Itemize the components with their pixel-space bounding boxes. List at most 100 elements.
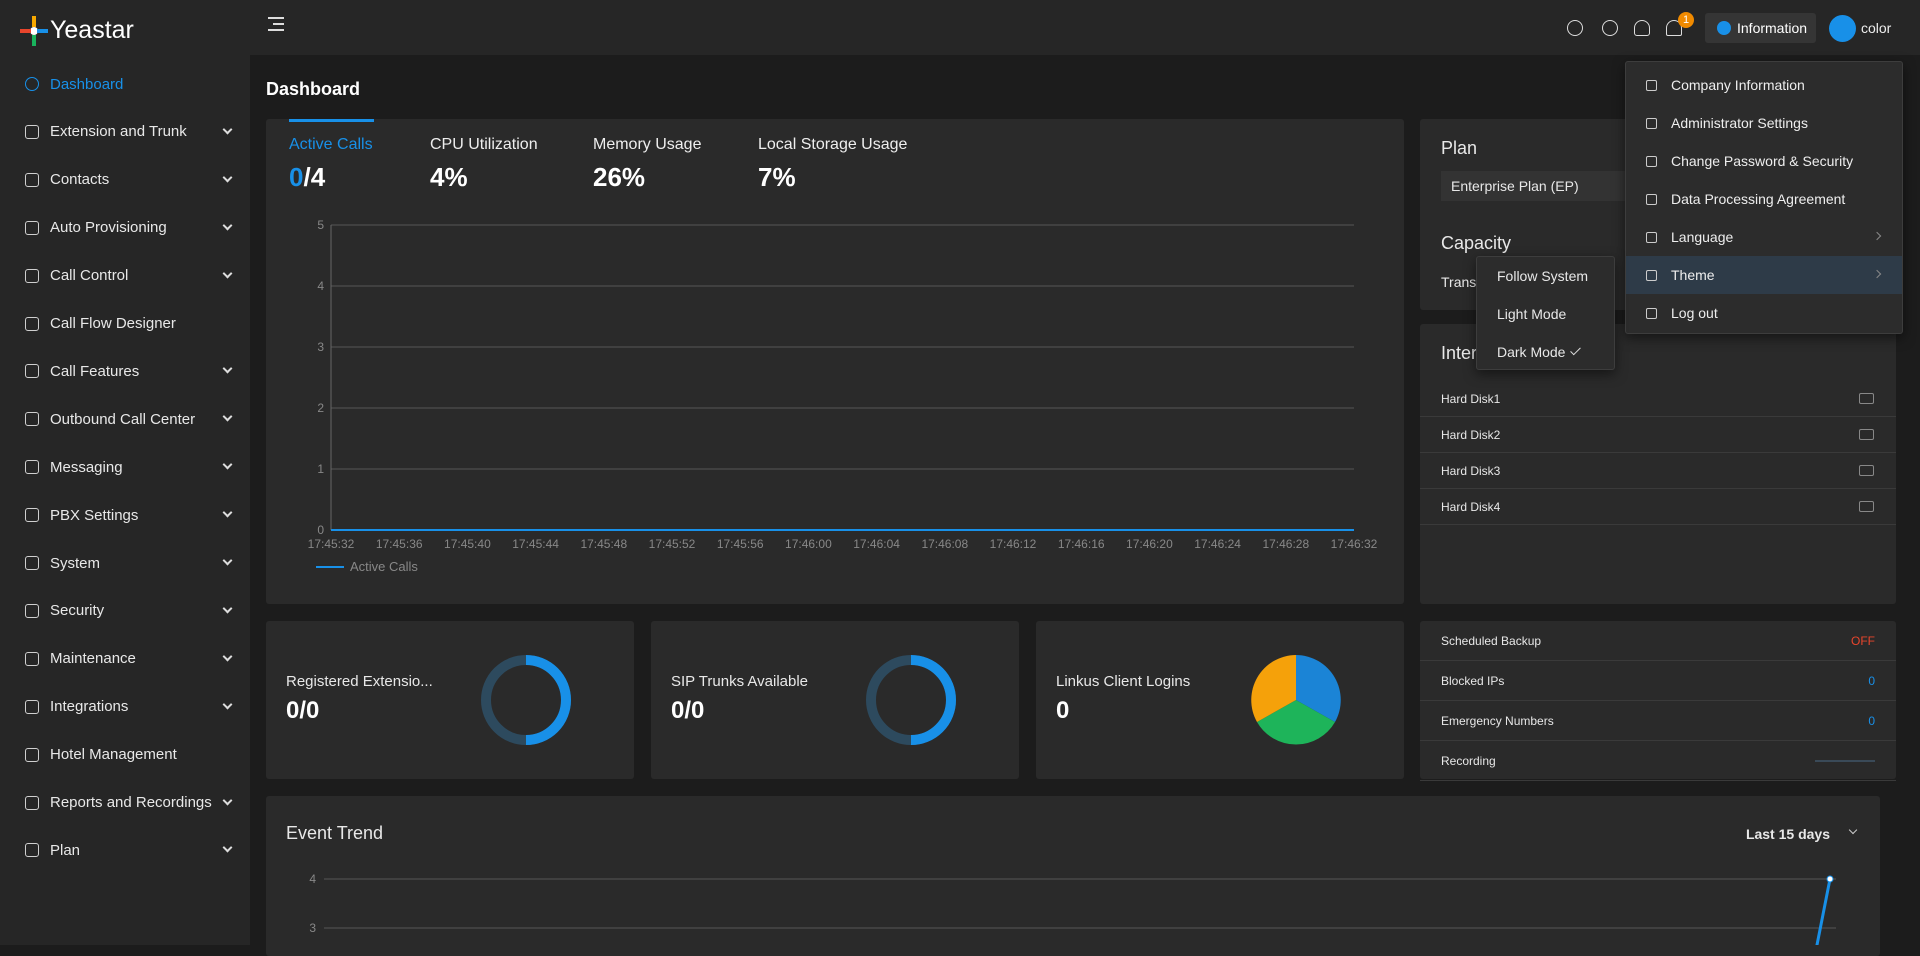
menu-item[interactable]: Administrator Settings: [1626, 104, 1902, 142]
nav-icon: [25, 651, 39, 666]
nav-icon: [25, 316, 39, 331]
disk-row: Hard Disk3: [1420, 453, 1896, 489]
stat-current: 0: [289, 162, 304, 192]
theme-option[interactable]: Light Mode: [1477, 295, 1614, 333]
storage-title: Inter: [1441, 343, 1478, 363]
menu-item[interactable]: Log out: [1626, 294, 1902, 332]
summary-graphic: [1251, 655, 1341, 745]
summary-card: SIP Trunks Available 0/0: [651, 621, 1019, 779]
status-value: 0: [1868, 673, 1875, 688]
range-caret[interactable]: [1848, 825, 1858, 835]
x-tick-label: 17:45:52: [649, 537, 696, 551]
nav-item[interactable]: Plan: [25, 835, 235, 865]
menu-icon: [1646, 117, 1657, 129]
menu-label: Company Information: [1671, 77, 1805, 93]
summary-value: 0/0: [286, 697, 320, 724]
stat-label: Memory Usage: [593, 136, 702, 153]
stat[interactable]: Local Storage Usage 7%: [758, 136, 907, 193]
nav-caret: [222, 555, 233, 566]
nav-label: Security: [50, 602, 105, 620]
nav-icon: [25, 124, 39, 139]
nav-icon: [25, 268, 39, 283]
nav-item[interactable]: Reports and Recordings: [25, 788, 235, 818]
nav-label: Auto Provisioning: [50, 219, 167, 237]
x-tick-label: 17:45:56: [717, 537, 764, 551]
nav-icon: [25, 364, 39, 379]
menu-item[interactable]: Theme: [1626, 256, 1902, 294]
range-select[interactable]: Last 15 days: [1745, 826, 1830, 842]
stat[interactable]: Memory Usage 26%: [593, 136, 701, 193]
x-tick-label: 17:45:44: [512, 537, 559, 551]
stat[interactable]: CPU Utilization 4%: [430, 136, 538, 193]
nav-item[interactable]: Hotel Management: [25, 740, 235, 770]
pie-slice: [1296, 655, 1341, 722]
x-tick-label: 17:46:12: [990, 537, 1037, 551]
help-icon[interactable]: [1602, 20, 1618, 36]
nav-item[interactable]: Call Features: [25, 356, 235, 386]
nav-label: Contacts: [50, 171, 110, 189]
nav-label: Hotel Management: [50, 746, 177, 764]
menu-item[interactable]: Language: [1626, 218, 1902, 256]
nav-caret: [222, 699, 233, 710]
nav-caret: [222, 220, 233, 231]
theme-option[interactable]: Dark Mode: [1477, 333, 1614, 371]
nav-item[interactable]: Contacts: [25, 165, 235, 195]
menu-item[interactable]: Data Processing Agreement: [1626, 180, 1902, 218]
summary-card: Registered Extensio... 0/0: [266, 621, 634, 779]
nav-icon: [25, 172, 39, 187]
menu-icon: [1646, 193, 1657, 205]
theme-option[interactable]: Follow System: [1477, 257, 1614, 295]
summary-graphic: [481, 655, 571, 745]
nav-item[interactable]: Auto Provisioning: [25, 213, 235, 243]
user-name[interactable]: color: [1861, 20, 1892, 36]
x-tick-label: 17:46:20: [1126, 537, 1173, 551]
sidebar: Yeastar Dashboard Extension and Trunk Cont…: [0, 0, 250, 945]
menu-item[interactable]: Change Password & Security: [1626, 142, 1902, 180]
menu-label: Change Password & Security: [1671, 153, 1854, 169]
nav-caret: [222, 268, 233, 279]
nav-item[interactable]: Outbound Call Center: [25, 404, 235, 434]
menu-toggle[interactable]: [268, 17, 284, 31]
stat[interactable]: Active Calls 0/4: [289, 136, 373, 193]
active-calls-chart: 0 1 2 3 4 5 17:45:32 17:45:36 17:45:40 17:45:44 17…: [308, 218, 1378, 574]
nav-icon: [25, 843, 39, 858]
x-tick-label: 17:46:32: [1331, 537, 1378, 551]
menu-icon: [1646, 79, 1657, 91]
nav-item[interactable]: Call Flow Designer: [25, 309, 235, 339]
nav-item[interactable]: Security: [25, 596, 235, 626]
disk-icon: [1859, 429, 1874, 440]
nav-label: System: [50, 554, 101, 572]
nav-item[interactable]: System: [25, 548, 235, 578]
status-card: Scheduled Backup OFF Blocked IPs 0 Emergency…: [1420, 621, 1896, 781]
bell-icon[interactable]: [1666, 20, 1682, 36]
storage-card: Inter Hard Disk1 Hard Disk2 Hard Disk3 Hard…: [1420, 324, 1896, 604]
x-tick-label: 17:46:28: [1262, 537, 1309, 551]
y-tick-label: 4: [317, 279, 324, 293]
partner-icon[interactable]: [1567, 20, 1583, 36]
summary-graphic: [866, 655, 956, 745]
upload-icon[interactable]: [1634, 20, 1650, 36]
nav-item[interactable]: PBX Settings: [25, 500, 235, 530]
stat-value: 7%: [758, 162, 907, 193]
menu-label: Administrator Settings: [1671, 115, 1808, 131]
menu-item[interactable]: Company Information: [1626, 66, 1902, 104]
nav-item[interactable]: Integrations: [25, 692, 235, 722]
info-button[interactable]: Information: [1705, 13, 1816, 43]
x-tick-label: 17:46:00: [785, 537, 832, 551]
legend-label[interactable]: Active Calls: [350, 559, 418, 574]
nav-item[interactable]: Dashboard: [25, 69, 235, 99]
avatar[interactable]: [1829, 15, 1856, 42]
nav-item[interactable]: Call Control: [25, 261, 235, 291]
summary-label: Registered Extensio...: [286, 673, 433, 690]
stat-current: 26%: [593, 162, 646, 192]
status-value: 0: [1868, 713, 1875, 728]
summary-value: 0/0: [671, 697, 705, 724]
nav-item[interactable]: Maintenance: [25, 644, 235, 674]
nav-caret: [222, 172, 233, 183]
nav-item[interactable]: Messaging: [25, 452, 235, 482]
event-trend-title: Event Trend: [286, 823, 384, 843]
disk-icon: [1859, 501, 1874, 512]
summary-card: Linkus Client Logins 0: [1036, 621, 1404, 779]
nav-item[interactable]: Extension and Trunk: [25, 117, 235, 147]
nav-label: Outbound Call Center: [50, 410, 196, 428]
